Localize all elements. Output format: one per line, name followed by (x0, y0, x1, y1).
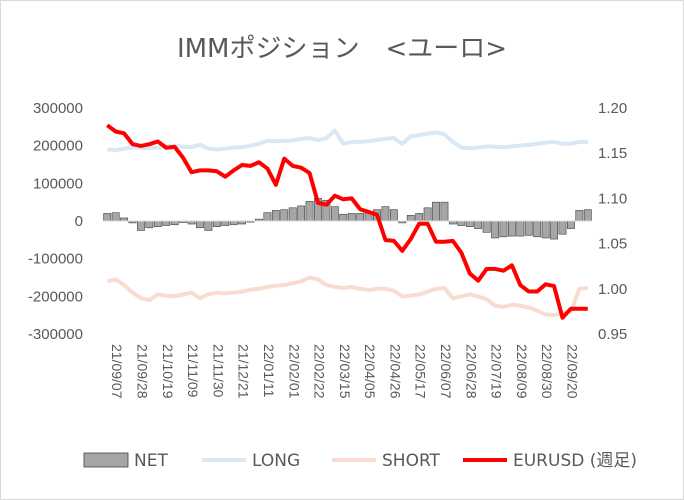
net-bar (305, 201, 314, 222)
net-bar (381, 206, 390, 222)
x-tick-label: 22/08/30 (539, 344, 555, 399)
x-tick-label: 22/04/26 (387, 344, 403, 399)
net-bar (111, 212, 120, 222)
net-bar (389, 209, 398, 222)
net-bar (558, 220, 567, 235)
net-bar (524, 220, 533, 236)
net-bar (347, 213, 356, 222)
right-tick-label: 1.00 (598, 281, 627, 298)
x-tick-label: 22/02/22 (312, 344, 328, 399)
legend-swatch-net (83, 452, 129, 468)
x-tick-label: 22/04/05 (362, 344, 378, 399)
x-tick-label: 21/09/07 (109, 344, 125, 399)
net-bar (465, 220, 474, 227)
x-tick-label: 22/02/01 (286, 344, 302, 399)
left-tick-label: 100000 (33, 175, 83, 192)
net-bar (356, 213, 365, 222)
x-tick-label: 22/07/19 (489, 344, 505, 399)
legend: NET LONG SHORT EURUSD (週足) (83, 451, 637, 471)
net-bar (145, 220, 154, 229)
legend-entry: NET (134, 451, 168, 471)
net-bar (162, 220, 171, 226)
left-tick-label: 300000 (33, 100, 83, 117)
net-bar (137, 220, 145, 231)
left-axis-ticks: 300000 200000 100000 0 -100000 -200000 -300000 (28, 100, 83, 343)
net-bar (474, 220, 483, 229)
x-tick-label: 22/05/17 (413, 344, 429, 399)
net-bar (103, 213, 112, 222)
net-bar (229, 220, 238, 226)
x-tick-label: 21/09/28 (135, 344, 151, 399)
net-bar (499, 220, 508, 238)
x-tick-label: 22/06/28 (463, 344, 479, 399)
net-bar (482, 220, 491, 233)
net-bar (423, 207, 432, 222)
net-bar (221, 220, 230, 226)
net-bar (288, 207, 297, 222)
net-bar (263, 212, 272, 222)
left-tick-label: 200000 (33, 138, 83, 155)
net-bar (170, 220, 179, 226)
net-bar (457, 220, 466, 226)
net-bar (541, 220, 550, 239)
net-bar (280, 209, 289, 222)
right-tick-label: 1.20 (598, 100, 627, 117)
legend-entry: SHORT (382, 451, 441, 471)
net-bar (330, 206, 339, 222)
left-tick-label: -300000 (28, 326, 83, 343)
net-bar (153, 220, 162, 227)
net-bar (339, 213, 348, 222)
net-bar (567, 220, 575, 229)
net-bar (491, 220, 499, 239)
x-tick-label: 22/06/07 (438, 344, 454, 399)
x-tick-label: 22/03/15 (337, 344, 353, 399)
net-bar (583, 209, 592, 222)
net-bar (212, 220, 221, 227)
long-series-line (107, 128, 588, 153)
x-axis-ticks: 21/09/07 21/09/28 21/10/19 21/11/09 21/11/30… (109, 344, 580, 399)
eurusd-series-line (106, 123, 588, 320)
net-bar (516, 220, 525, 237)
net-bar (575, 210, 584, 222)
right-tick-label: 1.10 (598, 190, 627, 207)
x-tick-label: 21/12/21 (236, 344, 252, 399)
x-tick-label: 21/11/09 (185, 344, 201, 398)
net-bar (271, 210, 280, 222)
net-bar (196, 220, 204, 229)
left-tick-label: -100000 (28, 251, 83, 268)
x-tick-label: 22/08/09 (514, 344, 530, 399)
chart-title: IMMポジション <ユーロ> (176, 34, 508, 64)
legend-entry: LONG (252, 451, 300, 471)
net-bar (533, 220, 542, 238)
x-tick-label: 21/11/30 (210, 344, 226, 398)
short-series-line (106, 275, 588, 318)
left-tick-label: 0 (75, 213, 83, 230)
net-bar (550, 220, 558, 240)
right-tick-label: 1.15 (598, 145, 627, 162)
net-bar (415, 213, 424, 222)
net-bars (103, 198, 592, 240)
x-tick-label: 21/10/19 (160, 344, 176, 399)
net-bar (507, 220, 516, 237)
right-tick-label: 1.05 (598, 236, 627, 253)
net-bar (406, 215, 415, 222)
net-bar (432, 201, 440, 222)
x-tick-label: 22/09/20 (564, 344, 580, 399)
right-axis-ticks: 1.20 1.15 1.10 1.05 1.00 0.95 (598, 100, 627, 343)
net-bar (297, 205, 306, 222)
legend-entry: EURUSD (週足) (513, 451, 637, 471)
right-tick-label: 0.95 (598, 326, 627, 343)
net-bar (440, 201, 449, 222)
left-tick-label: -200000 (28, 288, 83, 305)
x-tick-label: 22/01/11 (261, 344, 277, 398)
net-bar (204, 220, 213, 231)
